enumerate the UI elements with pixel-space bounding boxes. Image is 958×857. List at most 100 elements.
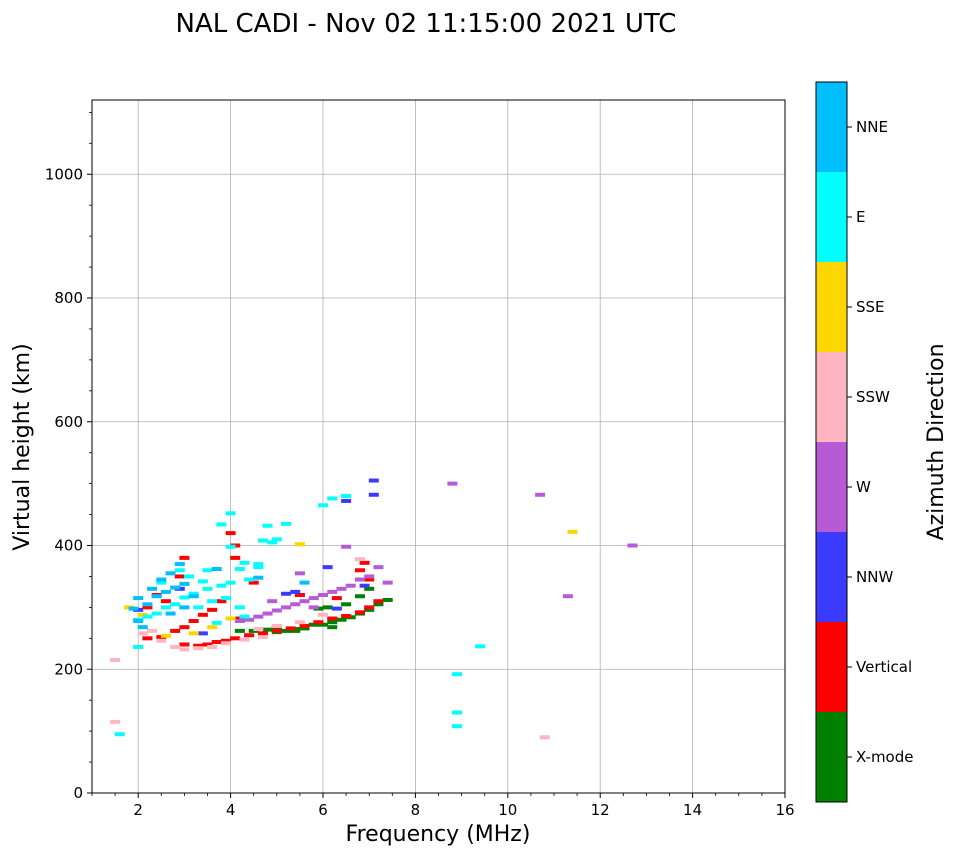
echo-point xyxy=(160,605,171,610)
echo-point xyxy=(354,610,365,615)
echo-point xyxy=(197,612,208,617)
colorbar-segment xyxy=(816,172,847,262)
echo-point xyxy=(373,599,384,604)
echo-point xyxy=(354,577,365,582)
echo-point xyxy=(160,633,171,638)
y-tick-label: 400 xyxy=(54,537,83,555)
x-tick-label: 6 xyxy=(318,801,328,819)
echo-point xyxy=(156,638,167,643)
echo-point xyxy=(285,626,296,631)
x-tick-label: 14 xyxy=(683,801,702,819)
echo-point xyxy=(318,612,328,617)
colorbar-frame xyxy=(815,81,848,803)
echo-point xyxy=(225,531,236,536)
echo-point xyxy=(368,492,379,497)
echo-point xyxy=(253,565,264,570)
x-tick-label: 2 xyxy=(133,801,143,819)
echo-point xyxy=(354,594,365,599)
echo-point xyxy=(239,637,250,642)
echo-point xyxy=(373,565,384,570)
echo-point xyxy=(179,555,190,560)
echo-point xyxy=(179,581,190,586)
echo-point xyxy=(253,627,264,632)
echo-point xyxy=(147,628,158,633)
colorbar-segment xyxy=(816,442,847,532)
y-tick-label: 200 xyxy=(54,660,83,678)
chart-title: NAL CADI - Nov 02 11:15:00 2021 UTC xyxy=(176,9,677,39)
echo-point xyxy=(170,628,181,633)
echo-point xyxy=(193,605,204,610)
echo-point xyxy=(244,633,255,638)
echo-point xyxy=(234,605,245,610)
colorbar-label: Azimuth Direction xyxy=(924,343,949,540)
echo-point xyxy=(364,574,375,579)
echo-point xyxy=(211,640,222,645)
y-axis-ticks: 0 200 400 600 800 1000 xyxy=(45,111,92,802)
colorbar-tick-label: SSE xyxy=(856,298,885,316)
echo-point xyxy=(318,503,328,508)
echo-point xyxy=(188,594,199,599)
echo-point xyxy=(313,620,324,625)
colorbar-segment xyxy=(816,532,847,622)
x-axis-label: Frequency (MHz) xyxy=(346,822,531,847)
echo-point xyxy=(271,608,282,613)
echo-point xyxy=(447,481,458,486)
echo-point xyxy=(354,557,365,562)
echo-point xyxy=(271,623,282,628)
echo-point xyxy=(271,537,282,542)
echo-point xyxy=(290,589,301,594)
echo-point xyxy=(207,644,218,649)
x-tick-label: 12 xyxy=(591,801,610,819)
echo-point xyxy=(160,589,171,594)
plot-area: 2 4 6 8 10 12 14 16 0 200 400 600 800 1000 xyxy=(45,99,795,819)
echo-point xyxy=(165,571,176,576)
echo-point xyxy=(137,631,148,636)
echo-point xyxy=(271,628,282,633)
echo-point xyxy=(170,602,181,607)
data-marks xyxy=(110,478,638,740)
echo-point xyxy=(234,618,245,623)
echo-point xyxy=(451,724,462,729)
echo-point xyxy=(308,605,319,610)
echo-point xyxy=(562,594,573,599)
echo-point xyxy=(202,642,213,647)
echo-point xyxy=(239,614,250,619)
echo-point xyxy=(188,631,199,636)
echo-point xyxy=(220,641,231,646)
echo-point xyxy=(359,583,370,588)
colorbar-segment xyxy=(816,352,847,442)
echo-point xyxy=(211,567,222,572)
echo-point xyxy=(220,638,231,643)
echo-point xyxy=(248,580,259,585)
x-tick-label: 8 xyxy=(411,801,421,819)
echo-point xyxy=(225,580,236,585)
echo-point xyxy=(451,710,462,715)
echo-point xyxy=(331,606,342,611)
echo-point xyxy=(230,636,241,641)
echo-point xyxy=(253,575,264,580)
colorbar-tick-label: X-mode xyxy=(856,748,913,766)
echo-point xyxy=(220,596,231,601)
x-tick-label: 16 xyxy=(775,801,794,819)
echo-point xyxy=(216,522,227,527)
echo-point xyxy=(244,617,255,622)
echo-point xyxy=(290,602,301,607)
echo-point xyxy=(341,602,352,607)
y-tick-label: 1000 xyxy=(45,165,83,183)
grid-lines xyxy=(92,100,786,794)
x-tick-label: 4 xyxy=(226,801,236,819)
echo-point xyxy=(142,614,153,619)
echo-point xyxy=(170,644,181,649)
echo-point xyxy=(257,631,268,636)
echo-point xyxy=(308,622,319,627)
series-x-mode xyxy=(234,586,393,635)
echo-point xyxy=(151,594,162,599)
echo-point xyxy=(174,568,185,573)
echo-point xyxy=(193,646,204,651)
echo-point xyxy=(294,620,305,625)
echo-point xyxy=(535,492,546,497)
echo-point xyxy=(216,599,227,604)
echo-point xyxy=(308,596,319,601)
echo-point xyxy=(294,542,305,547)
